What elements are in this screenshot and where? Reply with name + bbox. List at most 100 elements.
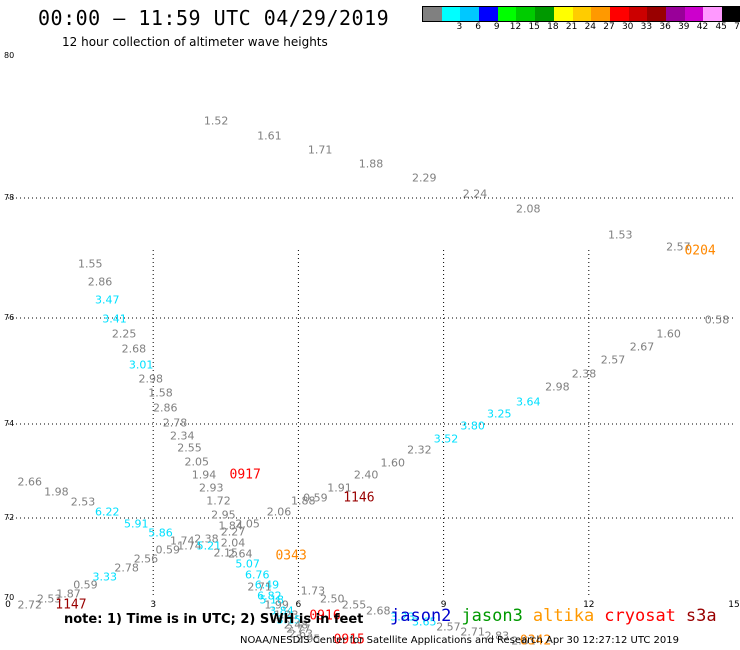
- legend-label: 70: [734, 22, 740, 32]
- wave-height-value: 2.95: [211, 508, 236, 522]
- wave-height-value: 2.78: [114, 561, 139, 575]
- wave-height-value: 2.56: [133, 552, 159, 566]
- pass-time-label: 0342: [519, 633, 552, 649]
- legend-swatch: [628, 7, 648, 21]
- wave-height-value: 2.53: [36, 592, 62, 606]
- wave-height-value: 2.86: [153, 401, 178, 415]
- wave-height-value: 2.66: [17, 475, 43, 489]
- wave-height-value: 6.82: [257, 589, 282, 603]
- wave-height-value: 1.99: [264, 598, 289, 612]
- wave-height-value: 1.88: [358, 157, 384, 171]
- wave-height-value: 2.25: [111, 327, 137, 341]
- legend-label: 6: [475, 22, 481, 32]
- pass-time-label: 0343: [275, 548, 307, 564]
- latitude-tick-label: 70: [4, 593, 15, 602]
- legend-label: 12: [509, 22, 522, 32]
- chart-subtitle: 12 hour collection of altimeter wave hei…: [62, 35, 328, 49]
- wave-height-value: 2.48: [283, 618, 309, 632]
- wave-height-value: 2.68: [366, 604, 391, 618]
- legend-label: 45: [715, 22, 727, 32]
- legend-label: 30: [621, 22, 634, 32]
- wave-height-value: 3.15: [276, 613, 301, 627]
- legend-label: 15: [528, 22, 540, 32]
- wave-height-value: 2.95: [295, 632, 321, 646]
- legend-label: 3: [456, 22, 463, 32]
- legend-swatch: [572, 7, 592, 21]
- wave-height-value: 0.59: [303, 491, 328, 505]
- wave-height-value: 2.78: [162, 416, 188, 430]
- wave-height-value: 2.38: [194, 532, 219, 546]
- wave-height-value: 6.76: [245, 568, 270, 582]
- wave-height-value: 2.05: [235, 517, 260, 531]
- wave-height-value: 2.29: [411, 171, 437, 185]
- wave-height-value: 2.67: [629, 340, 655, 354]
- wave-height-value: 2.57: [600, 353, 626, 367]
- legend-swatch: [441, 7, 461, 21]
- wave-height-value: 0.59: [155, 543, 180, 557]
- wave-height-value: 2.93: [199, 481, 224, 495]
- wave-height-value: 1.53: [608, 228, 633, 242]
- wave-height-value: 3.47: [94, 293, 120, 307]
- satellite-name: s3a: [685, 606, 717, 626]
- latitude-tick-label: 78: [4, 193, 15, 202]
- wave-height-value: 2.57: [436, 620, 461, 634]
- wave-height-value: 1.87: [56, 587, 81, 601]
- wave-height-value: 3.52: [433, 432, 459, 446]
- wave-height-value: 2.71: [460, 625, 485, 639]
- wave-height-value: 2.61: [511, 634, 536, 648]
- legend-swatch: [423, 7, 442, 21]
- legend-swatch: [497, 7, 517, 21]
- wave-height-value: 5.21: [196, 539, 222, 553]
- legend-swatch: [591, 7, 610, 21]
- longitude-tick-label: 6: [295, 600, 302, 610]
- wave-height-value: 3.65: [411, 615, 437, 629]
- wave-height-value: 0.59: [73, 578, 98, 592]
- wave-height-value: 1.60: [380, 456, 406, 470]
- wave-height-value: 2.77: [286, 622, 311, 636]
- wave-height-value: 3.33: [92, 570, 118, 584]
- legend-swatch: [535, 7, 554, 21]
- legend-label: 36: [659, 22, 671, 32]
- legend-label: 33: [640, 22, 653, 32]
- longitude-tick-label: 9: [440, 600, 447, 610]
- wave-height-value: 1.74: [169, 534, 195, 548]
- satellite-name: jason3: [461, 606, 523, 626]
- wave-height-value: 2.06: [266, 505, 292, 519]
- wave-height-value: 2.32: [407, 443, 432, 457]
- wave-height-value: 2.64: [228, 547, 253, 561]
- legend-swatch: [516, 7, 536, 21]
- legend-label: 39: [678, 22, 690, 32]
- latitude-tick-label: 74: [4, 419, 15, 428]
- wave-height-value: 1.60: [656, 327, 681, 341]
- satellite-name: jason2: [390, 606, 452, 626]
- wave-height-value: 2.24: [462, 187, 488, 201]
- wave-height-value: 1.71: [307, 143, 333, 157]
- wave-height-value: 2.98: [138, 372, 164, 386]
- wave-height-value: 2.57: [666, 240, 691, 254]
- wave-height-value: 5.18: [259, 593, 285, 607]
- wave-height-value: 2.68: [121, 342, 147, 356]
- wave-height-value: 3.41: [102, 312, 127, 326]
- wave-height-value: 2.63: [288, 627, 314, 641]
- wave-height-value: 2.50: [320, 592, 345, 606]
- wave-height-value: 2.55: [177, 441, 202, 455]
- wave-height-value: 3.01: [128, 358, 154, 372]
- latitude-tick-label: 80: [4, 51, 15, 60]
- wave-height-value: 3.25: [487, 407, 512, 421]
- wave-height-value: 2.08: [516, 202, 541, 216]
- longitude-tick-label: 12: [583, 600, 595, 610]
- credit-line: NOAA/NESDIS Center for Satellite Applica…: [240, 635, 679, 646]
- legend-label: 9: [493, 22, 500, 32]
- wave-height-value: 1.52: [203, 114, 229, 128]
- legend-swatch: [609, 7, 629, 21]
- wave-height-value: 1.72: [206, 494, 231, 508]
- wave-height-value: 1.55: [78, 257, 103, 271]
- wave-height-value: 5.91: [124, 517, 149, 531]
- pass-time-label: 0915: [333, 632, 365, 648]
- legend-swatch: [722, 7, 740, 21]
- satellite-name: altika: [532, 606, 595, 626]
- wave-height-value: 2.38: [571, 367, 597, 381]
- latitude-tick-label: 76: [4, 313, 15, 322]
- legend-swatch: [703, 7, 722, 21]
- wave-height-value: 0.58: [704, 313, 730, 327]
